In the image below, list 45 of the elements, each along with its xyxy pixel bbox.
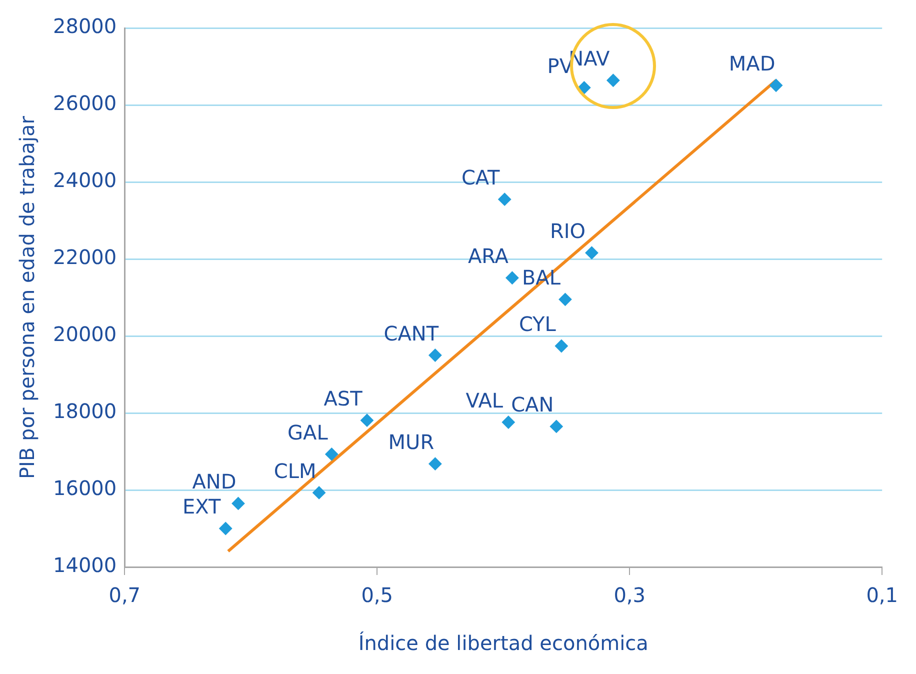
point bbox=[232, 496, 245, 510]
point bbox=[312, 486, 326, 500]
annotation: CAT bbox=[461, 166, 501, 190]
point bbox=[360, 414, 374, 427]
annotation: EXT bbox=[182, 494, 222, 519]
y-tick-label: 18000 bbox=[53, 399, 117, 424]
point bbox=[558, 292, 572, 306]
point bbox=[606, 74, 620, 87]
point bbox=[554, 340, 568, 353]
x-tick-label: 0,7 bbox=[108, 583, 141, 608]
y-tick-label: 14000 bbox=[53, 553, 117, 578]
point bbox=[506, 271, 519, 284]
annotation: MAD bbox=[728, 52, 776, 76]
annotation: GAL bbox=[288, 420, 329, 444]
annotation: ARA bbox=[468, 244, 509, 268]
annotation: CYL bbox=[518, 312, 557, 336]
point bbox=[770, 78, 783, 92]
x-tick-label: 0,3 bbox=[614, 583, 646, 608]
point bbox=[550, 420, 563, 433]
point bbox=[219, 522, 232, 535]
y-tick-label: 22000 bbox=[53, 245, 117, 270]
point bbox=[498, 192, 512, 206]
x-axis-title: Índice de libertad económica bbox=[358, 631, 648, 656]
y-tick-label: 24000 bbox=[53, 168, 117, 192]
y-tick-label: 16000 bbox=[53, 476, 117, 500]
annotation: MUR bbox=[388, 430, 434, 454]
point bbox=[325, 448, 338, 461]
y-tick-label: 20000 bbox=[53, 322, 117, 346]
y-axis-title: PIB por persona en edad de trabajar bbox=[15, 115, 40, 480]
annotation: CAN bbox=[511, 392, 554, 417]
point bbox=[428, 457, 442, 470]
y-tick-label: 26000 bbox=[53, 91, 117, 116]
point bbox=[428, 348, 442, 362]
y-tick-label: 28000 bbox=[53, 14, 117, 38]
annotation: CLM bbox=[274, 458, 316, 483]
annotation: RIO bbox=[550, 219, 586, 244]
annotation: AND bbox=[192, 470, 236, 494]
point bbox=[578, 81, 591, 94]
annotation: VAL bbox=[466, 388, 504, 412]
annotation: CANT bbox=[384, 321, 440, 346]
point bbox=[585, 246, 598, 260]
annotation: AST bbox=[324, 386, 364, 411]
x-tick-label: 0,1 bbox=[866, 583, 898, 608]
point bbox=[502, 416, 515, 429]
x-tick-label: 0,5 bbox=[361, 583, 394, 608]
